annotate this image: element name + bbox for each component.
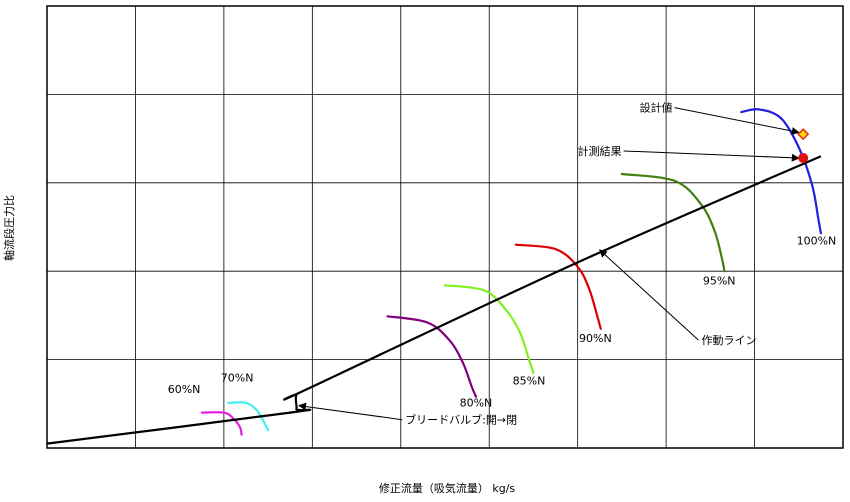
- annotation-arrow: [623, 150, 800, 162]
- speed-label: 60%N: [168, 383, 201, 396]
- x-axis-title: 修正流量（吸気流量） kg/s: [379, 481, 516, 495]
- speed-label: 80%N: [460, 396, 493, 409]
- y-axis-title: 軸流段圧力比: [2, 195, 16, 261]
- plot-frame: [46, 5, 844, 449]
- speed-label: 90%N: [579, 332, 612, 345]
- speed-label: 95%N: [703, 274, 736, 287]
- markers: [797, 128, 810, 164]
- speed-label: 85%N: [513, 374, 546, 387]
- speed-lines: [200, 108, 822, 436]
- speed-line-70pct-n: [227, 401, 270, 432]
- annotation-arrow: [674, 107, 800, 135]
- annotation-arrow: [599, 249, 699, 341]
- speed-line-85pct-n: [443, 284, 535, 374]
- measured-point-marker: [798, 153, 809, 164]
- speed-line-60pct-n: [200, 411, 243, 436]
- annotation-label: 設計値: [640, 101, 673, 115]
- speed-label: 100%N: [797, 235, 837, 248]
- annotation-label: 作動ライン: [701, 333, 756, 347]
- speed-line-80pct-n: [386, 315, 478, 398]
- annotation-label: 計測結果: [578, 144, 622, 158]
- grid: [46, 5, 844, 449]
- operating-line-group: [46, 155, 822, 445]
- speed-line-100pct-n: [740, 108, 822, 235]
- speed-line-95pct-n: [620, 172, 726, 273]
- speed-line-90pct-n: [514, 243, 602, 330]
- speed-labels: 60%N 70%N 80%N 85%N 90%N 95%N 100%N: [168, 235, 837, 410]
- annotation-label: ブリードバルブ:開→閉: [405, 413, 517, 427]
- operating-line: [46, 155, 822, 445]
- design-point-marker: [797, 128, 810, 141]
- speed-label: 70%N: [221, 372, 254, 385]
- annotation-arrow: [298, 402, 403, 421]
